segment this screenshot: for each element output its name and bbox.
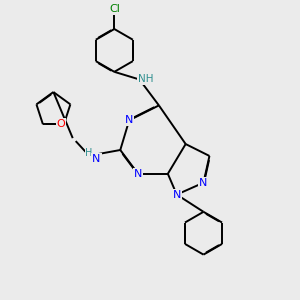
Text: N: N xyxy=(92,154,101,164)
Text: N: N xyxy=(134,169,142,179)
Text: N: N xyxy=(172,190,181,200)
Text: N: N xyxy=(125,115,134,125)
Text: O: O xyxy=(56,119,65,129)
Text: Cl: Cl xyxy=(109,4,120,14)
Text: NH: NH xyxy=(138,74,153,84)
Text: H: H xyxy=(85,148,93,158)
Text: N: N xyxy=(199,178,208,188)
